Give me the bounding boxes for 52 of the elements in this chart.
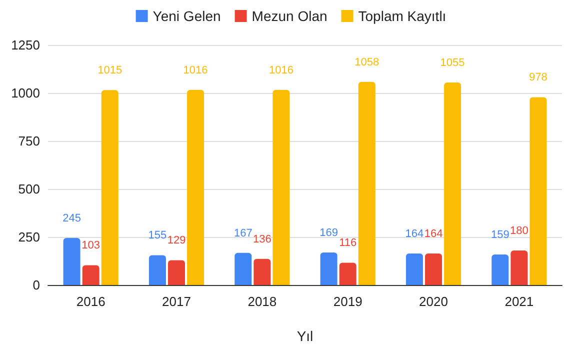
x-tick-label: 2017 <box>162 294 191 309</box>
data-label: 1055 <box>440 56 465 69</box>
data-label: 159 <box>490 228 510 241</box>
data-label: 1016 <box>268 64 294 76</box>
bar <box>234 252 252 285</box>
data-label: 180 <box>510 224 528 237</box>
legend-label: Yeni Gelen <box>152 8 221 24</box>
y-tick-label: 1250 <box>11 38 40 52</box>
data-label: 155 <box>148 230 167 242</box>
bar <box>168 260 185 285</box>
x-tick-label: 2020 <box>419 294 448 309</box>
bar <box>82 265 100 285</box>
data-label: 164 <box>424 228 443 240</box>
bar <box>187 90 204 285</box>
data-label: 1016 <box>183 64 208 76</box>
data-label: 1015 <box>98 64 122 77</box>
legend-label: Toplam Kayıtlı <box>358 8 446 24</box>
legend-label: Mezun Olan <box>252 8 328 24</box>
y-tick-label: 500 <box>18 182 40 196</box>
x-tick-label: 2018 <box>248 294 277 309</box>
y-tick-label: 750 <box>18 134 40 148</box>
data-label: 167 <box>234 227 252 240</box>
data-label: 169 <box>320 227 338 240</box>
bar <box>101 90 118 285</box>
y-tick-label: 250 <box>18 230 40 244</box>
data-label: 164 <box>405 228 424 240</box>
x-tick-label: 2019 <box>333 294 362 309</box>
x-tick-label: 2016 <box>76 294 106 309</box>
bar <box>320 252 338 285</box>
data-label: 103 <box>82 240 100 252</box>
data-label: 136 <box>252 233 272 246</box>
bar <box>510 250 528 285</box>
bar <box>358 82 376 285</box>
bar <box>339 262 356 285</box>
x-axis-title: Yıl <box>296 328 314 344</box>
data-label: 1058 <box>354 56 380 68</box>
bar <box>444 82 462 285</box>
bar <box>425 254 442 285</box>
y-tick-label: 1000 <box>11 86 40 100</box>
bar <box>406 254 423 285</box>
bar <box>272 90 290 285</box>
bar <box>530 97 547 285</box>
data-label: 245 <box>62 212 81 224</box>
data-label: 978 <box>529 72 548 84</box>
data-label: 116 <box>339 237 357 250</box>
x-tick-label: 2021 <box>504 294 534 309</box>
bar <box>63 238 80 285</box>
bar <box>148 255 166 285</box>
bar <box>492 254 509 285</box>
y-tick-label: 0 <box>32 278 40 292</box>
data-label: 129 <box>167 234 186 247</box>
bar <box>254 258 271 285</box>
